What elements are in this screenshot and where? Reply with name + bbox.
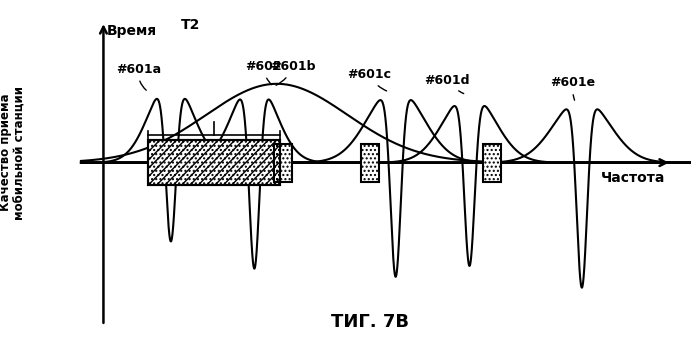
Bar bbox=[274, 144, 292, 182]
Text: #601c: #601c bbox=[348, 68, 392, 91]
Text: #602: #602 bbox=[245, 60, 281, 85]
Text: Качество приема
мобильной станции: Качество приема мобильной станции bbox=[0, 86, 27, 220]
Bar bbox=[274, 144, 292, 182]
Bar bbox=[149, 140, 280, 185]
Bar bbox=[483, 144, 501, 182]
Text: T2: T2 bbox=[181, 18, 200, 32]
Bar bbox=[361, 144, 379, 182]
Text: #601a: #601a bbox=[117, 63, 161, 90]
Bar bbox=[361, 144, 379, 182]
Text: Время: Время bbox=[107, 24, 157, 38]
Text: Частота: Частота bbox=[601, 171, 665, 185]
Text: #601d: #601d bbox=[424, 74, 470, 94]
Bar bbox=[149, 140, 280, 185]
Text: #601e: #601e bbox=[550, 76, 595, 100]
Bar bbox=[483, 144, 501, 182]
Text: #601b: #601b bbox=[270, 60, 316, 85]
Text: ΤИГ. 7B: ΤИГ. 7B bbox=[331, 313, 409, 331]
Bar bbox=[149, 140, 280, 185]
